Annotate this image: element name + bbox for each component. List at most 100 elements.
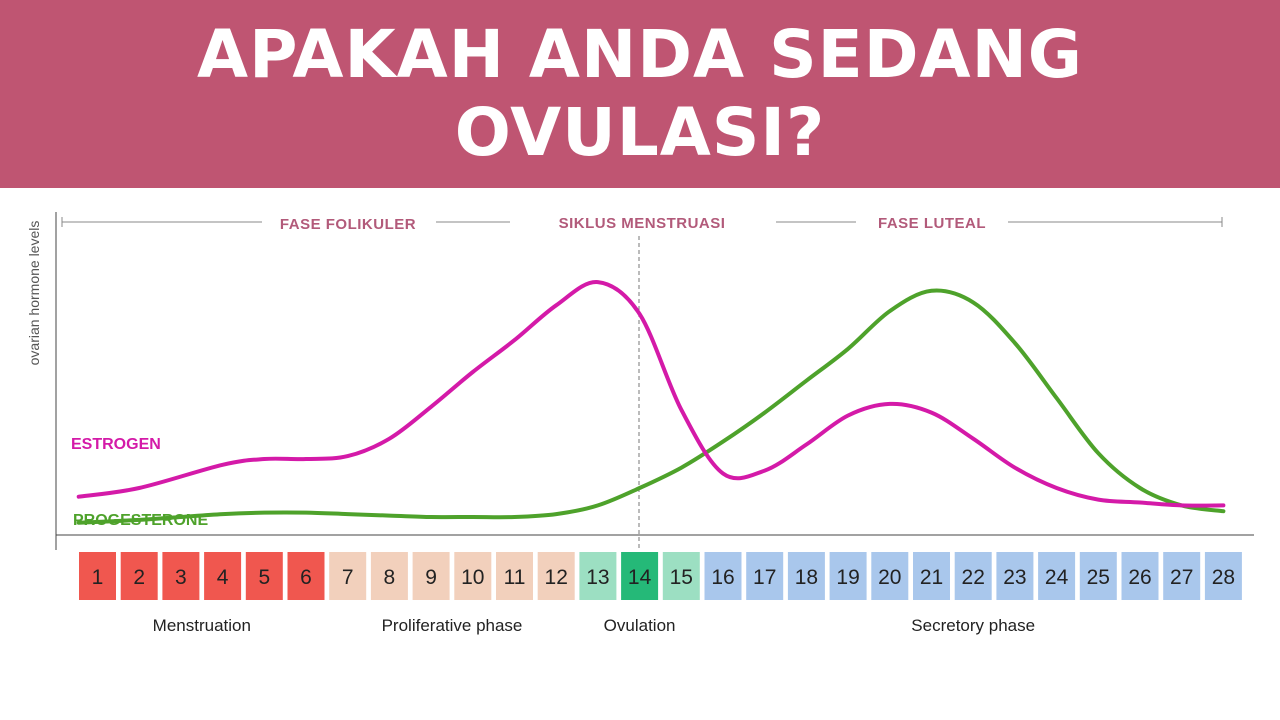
day-number: 26 [1128,566,1151,589]
day-box-fill [829,552,867,600]
y-axis-label: ovarian hormone levels [26,221,42,366]
day-number: 15 [670,566,693,589]
day-number: 10 [461,566,484,589]
day-box-7: 7 [329,552,367,600]
day-number: 18 [795,566,818,589]
day-number: 14 [628,566,652,589]
day-box-fill [204,552,242,600]
day-number: 19 [836,566,859,589]
header-cycle: SIKLUS MENSTRUASI [559,215,726,232]
day-box-fill [1038,552,1076,600]
day-number: 6 [300,566,312,589]
day-box-3: 3 [162,552,200,600]
day-number: 20 [878,566,901,589]
progesterone-line [76,288,1226,525]
phase-labels: Menstruation Proliferative phase Ovulation… [153,616,1035,635]
day-number: 17 [753,566,776,589]
day-box-17: 17 [746,552,784,600]
day-box-21: 21 [913,552,950,600]
title-line-1: APAKAH ANDA SEDANG [197,16,1083,93]
day-box-fill [913,552,950,600]
day-box-9: 9 [412,552,450,600]
day-number: 8 [384,566,396,589]
phase-label: Menstruation [153,616,251,635]
day-box-fill [579,552,617,600]
day-box-12: 12 [537,552,575,600]
day-box-fill [1121,552,1159,600]
day-box-fill [704,552,742,600]
day-box-24: 24 [1038,552,1076,600]
phase-label: Proliferative phase [382,616,523,635]
day-box-14: 14 [621,552,659,600]
day-box-fill [370,552,408,600]
day-box-20: 20 [871,552,909,600]
day-box-fill [954,552,992,600]
day-number: 11 [504,566,526,589]
day-box-fill [537,552,575,600]
day-number: 27 [1170,566,1193,589]
day-box-28: 28 [1204,552,1242,600]
estrogen-label: ESTROGEN [71,436,161,453]
day-box-fill [496,552,533,600]
day-number: 7 [342,566,354,589]
day-box-5: 5 [245,552,283,600]
day-box-22: 22 [954,552,992,600]
day-boxes: 1 2 3 4 5 6 7 8 9 10 11 12 13 14 15 16 17 18 19 20 21 22 23 24 2… [79,552,1242,600]
day-number: 3 [175,566,187,589]
day-box-fill [787,552,825,600]
day-box-fill [454,552,492,600]
day-box-fill [120,552,158,600]
phase-label: Ovulation [604,616,676,635]
day-number: 12 [545,566,568,589]
day-number: 4 [217,566,229,589]
header-luteal: FASE LUTEAL [878,215,986,232]
day-box-15: 15 [662,552,700,600]
day-box-fill [412,552,450,600]
day-number: 9 [425,566,437,589]
day-number: 13 [586,566,609,589]
day-number: 16 [711,566,734,589]
day-box-26: 26 [1121,552,1159,600]
day-number: 2 [133,566,145,589]
day-box-10: 10 [454,552,492,600]
day-box-fill [162,552,200,600]
day-box-fill [1163,552,1201,600]
day-box-11: 11 [496,552,533,600]
day-number: 22 [962,566,985,589]
day-number: 5 [258,566,270,589]
day-box-18: 18 [787,552,825,600]
day-box-23: 23 [996,552,1034,600]
day-box-fill [245,552,283,600]
day-number: 1 [92,566,104,589]
day-box-4: 4 [204,552,242,600]
day-box-13: 13 [579,552,617,600]
progesterone-label: PROGESTERONE [73,512,208,529]
day-number: 25 [1087,566,1110,589]
day-box-fill [746,552,784,600]
day-box-8: 8 [370,552,408,600]
phase-label: Secretory phase [911,616,1035,635]
day-box-fill [287,552,325,600]
day-number: 28 [1212,566,1235,589]
day-box-1: 1 [79,552,116,600]
estrogen-line [76,280,1226,508]
day-box-fill [996,552,1034,600]
day-box-fill [1079,552,1117,600]
day-box-fill [871,552,909,600]
day-box-fill [621,552,659,600]
day-box-19: 19 [829,552,867,600]
day-box-fill [329,552,367,600]
hormone-chart: ovarian hormone levels FASE FOLIKULER SI… [26,212,1254,635]
day-box-2: 2 [120,552,158,600]
day-box-25: 25 [1079,552,1117,600]
title-banner: APAKAH ANDA SEDANG OVULASI? [0,0,1280,188]
day-box-fill [662,552,700,600]
title-line-2: OVULASI? [454,94,826,171]
day-box-27: 27 [1163,552,1201,600]
day-number: 21 [920,566,943,589]
header-follicular: FASE FOLIKULER [280,216,416,233]
day-box-fill [1204,552,1242,600]
day-box-16: 16 [704,552,742,600]
day-box-fill [79,552,116,600]
day-number: 24 [1045,566,1069,589]
